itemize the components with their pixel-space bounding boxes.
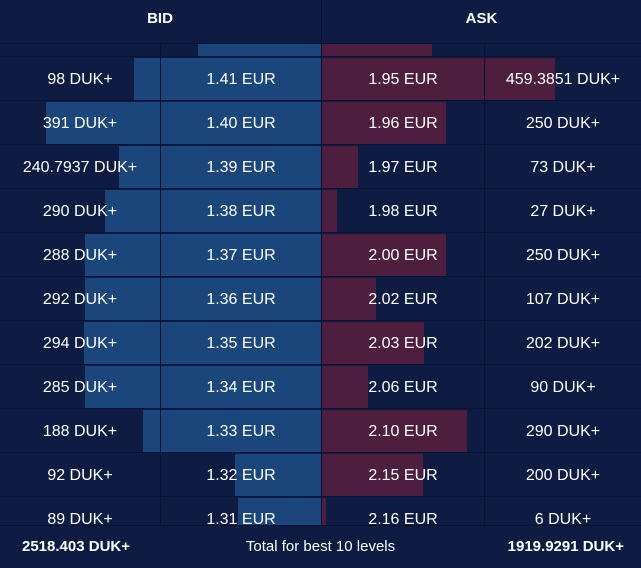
ask-price: 1.97 EUR: [368, 159, 438, 176]
ask-column-header: ASK: [465, 10, 498, 27]
ask-depth-bar: [322, 366, 368, 408]
bid-size: 240.7937 DUK+: [22, 159, 138, 176]
ask-size: 202 DUK+: [525, 335, 601, 352]
bid-depth-bar: [85, 234, 321, 276]
bid-column-divider: [160, 44, 161, 525]
bid-size: 288 DUK+: [42, 247, 118, 264]
bid-price: 1.41 EUR: [206, 71, 276, 88]
bid-price: 1.38 EUR: [206, 203, 276, 220]
ask-depth-bar: [322, 44, 432, 56]
bid-size: 188 DUK+: [42, 423, 118, 440]
bid-size: 285 DUK+: [42, 379, 118, 396]
bid-depth-bar: [85, 278, 321, 320]
center-divider: [321, 0, 322, 525]
orderbook-row[interactable]: [0, 44, 641, 57]
bid-depth-bar: [105, 190, 321, 232]
ask-depth-bar: [322, 410, 467, 452]
total-levels-label: Total for best 10 levels: [245, 538, 396, 555]
ask-price: 2.03 EUR: [368, 335, 438, 352]
ask-size: 250 DUK+: [525, 115, 601, 132]
bid-price: 1.40 EUR: [206, 115, 276, 132]
bid-price: [161, 44, 321, 57]
ask-depth-bar: [322, 102, 446, 144]
ask-depth-bar: [322, 190, 337, 232]
ask-price: 2.15 EUR: [368, 467, 438, 484]
bid-size: 89 DUK+: [47, 511, 113, 525]
ask-size: 90 DUK+: [530, 379, 596, 396]
ask-price: 2.02 EUR: [368, 291, 438, 308]
orderbook-levels: 98 DUK+ 1.41 EUR 1.95 EUR 459.3851 DUK+ 391 …: [0, 44, 641, 525]
ask-price: 1.95 EUR: [368, 71, 438, 88]
ask-depth-bar: [322, 498, 326, 525]
ask-size: [485, 44, 641, 57]
bid-price: 1.36 EUR: [206, 291, 276, 308]
ask-price: 2.06 EUR: [368, 379, 438, 396]
orderbook-row[interactable]: 98 DUK+ 1.41 EUR 1.95 EUR 459.3851 DUK+: [0, 58, 641, 101]
orderbook-row[interactable]: 292 DUK+ 1.36 EUR 2.02 EUR 107 DUK+: [0, 278, 641, 321]
bid-depth-bar: [238, 498, 321, 525]
ask-size: 27 DUK+: [530, 203, 596, 220]
ask-price: 1.96 EUR: [368, 115, 438, 132]
bid-price: 1.37 EUR: [206, 247, 276, 264]
ask-depth-bar: [322, 234, 446, 276]
bid-size: 294 DUK+: [42, 335, 118, 352]
bid-size: 391 DUK+: [42, 115, 118, 132]
bid-size: [0, 44, 160, 57]
ask-size: 73 DUK+: [530, 159, 596, 176]
ask-size: 6 DUK+: [534, 511, 592, 525]
bid-size: 98 DUK+: [47, 71, 113, 88]
orderbook-row[interactable]: 92 DUK+ 1.32 EUR 2.15 EUR 200 DUK+: [0, 454, 641, 497]
bid-price: 1.34 EUR: [206, 379, 276, 396]
orderbook-row[interactable]: 240.7937 DUK+ 1.39 EUR 1.97 EUR 73 DUK+: [0, 146, 641, 189]
ask-price: 2.16 EUR: [368, 511, 438, 525]
bid-size: 92 DUK+: [47, 467, 113, 484]
bid-price: 1.39 EUR: [206, 159, 276, 176]
ask-size: 200 DUK+: [525, 467, 601, 484]
bid-total: 2518.403 DUK+: [22, 538, 130, 555]
bid-price: 1.35 EUR: [206, 335, 276, 352]
bid-column-header: BID: [147, 10, 173, 27]
bid-depth-bar: [119, 146, 321, 188]
bid-price: 1.31 EUR: [206, 511, 276, 525]
bid-depth-bar: [235, 454, 321, 496]
ask-depth-bar: [322, 146, 358, 188]
ask-size: 250 DUK+: [525, 247, 601, 264]
orderbook-row[interactable]: 290 DUK+ 1.38 EUR 1.98 EUR 27 DUK+: [0, 190, 641, 233]
orderbook-footer: Total for best 10 levels 2518.403 DUK+ 1…: [0, 525, 641, 564]
bid-depth-bar: [84, 322, 321, 364]
bid-size: 292 DUK+: [42, 291, 118, 308]
orderbook-header: BID ASK: [0, 0, 641, 44]
bid-price: 1.32 EUR: [206, 467, 276, 484]
bid-size: 290 DUK+: [42, 203, 118, 220]
orderbook-row[interactable]: 89 DUK+ 1.31 EUR 2.16 EUR 6 DUK+: [0, 498, 641, 525]
ask-size: 290 DUK+: [525, 423, 601, 440]
ask-price: 2.00 EUR: [368, 247, 438, 264]
orderbook-row[interactable]: 285 DUK+ 1.34 EUR 2.06 EUR 90 DUK+: [0, 366, 641, 409]
ask-size: 459.3851 DUK+: [505, 71, 621, 88]
bid-depth-bar: [134, 58, 321, 100]
bid-price: 1.33 EUR: [206, 423, 276, 440]
ask-price: 2.10 EUR: [368, 423, 438, 440]
orderbook-row[interactable]: 294 DUK+ 1.35 EUR 2.03 EUR 202 DUK+: [0, 322, 641, 365]
bid-depth-bar: [143, 410, 321, 452]
ask-depth-bar: [322, 278, 376, 320]
bid-depth-bar: [198, 44, 321, 56]
orderbook-row[interactable]: 391 DUK+ 1.40 EUR 1.96 EUR 250 DUK+: [0, 102, 641, 145]
ask-depth-bar: [322, 58, 555, 100]
ask-price: [322, 44, 484, 57]
ask-total: 1919.9291 DUK+: [507, 538, 624, 555]
orderbook-row[interactable]: 188 DUK+ 1.33 EUR 2.10 EUR 290 DUK+: [0, 410, 641, 453]
ask-depth-bar: [322, 322, 424, 364]
bid-depth-bar: [46, 102, 321, 144]
ask-price: 1.98 EUR: [368, 203, 438, 220]
bid-depth-bar: [85, 366, 321, 408]
orderbook-row[interactable]: 288 DUK+ 1.37 EUR 2.00 EUR 250 DUK+: [0, 234, 641, 277]
ask-depth-bar: [322, 454, 423, 496]
ask-size: 107 DUK+: [525, 291, 601, 308]
ask-column-divider: [484, 44, 485, 525]
